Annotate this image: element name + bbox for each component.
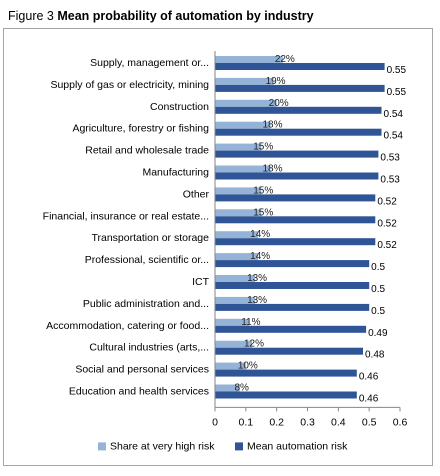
- x-tick-label: 0.6: [393, 416, 408, 428]
- legend-label-mean-risk: Mean automation risk: [247, 440, 348, 452]
- category-label: Professional, scientific or...: [85, 254, 209, 266]
- category-label: Other: [183, 188, 210, 200]
- data-label-share: 13%: [247, 295, 267, 306]
- data-label-share: 18%: [262, 164, 282, 175]
- data-label-mean: 0.54: [384, 109, 404, 120]
- bar-mean-risk: [215, 194, 376, 202]
- category-label: Supply, management or...: [90, 57, 209, 69]
- x-tick-label: 0.4: [331, 416, 346, 428]
- bar-mean-risk: [215, 238, 376, 246]
- bar-mean-risk: [215, 325, 367, 333]
- x-tick-label: 0.5: [362, 416, 377, 428]
- category-label: Manufacturing: [142, 167, 209, 179]
- chart-frame: [3, 28, 433, 466]
- bar-mean-risk: [215, 63, 385, 70]
- category-label: ICT: [192, 276, 210, 288]
- x-tick-label: 0: [212, 416, 218, 428]
- data-label-share: 22%: [275, 54, 295, 65]
- bar-share-high-risk: [215, 77, 274, 85]
- figure-title-text: Mean probability of automation by indust…: [57, 9, 314, 23]
- category-label: Social and personal services: [75, 364, 209, 376]
- legend-label-share-high-risk: Share at very high risk: [110, 440, 215, 452]
- bar-share-high-risk: [215, 209, 262, 217]
- category-label: Accommodation, catering or food...: [46, 320, 209, 332]
- bar-share-high-risk: [215, 296, 256, 304]
- x-tick-label: 0.3: [300, 416, 315, 428]
- data-label-share: 10%: [238, 361, 258, 372]
- data-label-share: 15%: [253, 142, 273, 153]
- bar-mean-risk: [215, 303, 370, 311]
- bar-share-high-risk: [215, 56, 283, 63]
- category-label: Financial, insurance or real estate...: [43, 210, 209, 222]
- data-label-mean: 0.52: [377, 218, 397, 229]
- data-label-share: 13%: [247, 273, 267, 284]
- data-label-share: 18%: [262, 120, 282, 131]
- bar-share-high-risk: [215, 362, 246, 370]
- data-label-share: 15%: [253, 207, 273, 218]
- data-label-mean: 0.46: [359, 394, 379, 405]
- bar-share-high-risk: [215, 384, 240, 392]
- bar-mean-risk: [215, 128, 382, 136]
- bar-mean-risk: [215, 172, 379, 180]
- category-label: Public administration and...: [83, 298, 209, 310]
- category-label: Agriculture, forestry or fishing: [72, 123, 209, 135]
- data-label-share: 12%: [244, 339, 264, 350]
- bar-mean-risk: [215, 282, 370, 289]
- bar-mean-risk: [215, 106, 382, 114]
- x-tick-label: 0.1: [239, 416, 254, 428]
- data-label-mean: 0.55: [387, 65, 407, 76]
- data-label-mean: 0.5: [371, 262, 385, 273]
- legend-swatch-share-high-risk: [98, 442, 106, 451]
- data-label-mean: 0.46: [359, 372, 379, 383]
- figure-label: Figure 3: [8, 9, 54, 23]
- bar-share-high-risk: [215, 318, 249, 326]
- bar-mean-risk: [215, 216, 376, 224]
- data-label-mean: 0.52: [377, 240, 397, 251]
- legend-swatch-mean-risk: [235, 442, 243, 451]
- data-label-share: 11%: [241, 317, 260, 328]
- data-label-share: 15%: [253, 185, 273, 196]
- bar-share-high-risk: [215, 99, 277, 107]
- category-label: Education and health services: [69, 386, 209, 398]
- data-label-mean: 0.48: [365, 350, 385, 361]
- bar-mean-risk: [215, 150, 379, 158]
- x-tick-label: 0.2: [269, 416, 284, 428]
- data-label-mean: 0.49: [368, 328, 388, 339]
- figure-title: Figure 3 Mean probability of automation …: [8, 9, 314, 23]
- data-label-mean: 0.53: [380, 153, 400, 164]
- bar-mean-risk: [215, 391, 357, 399]
- bar-mean-risk: [215, 369, 357, 377]
- bar-share-high-risk: [215, 340, 252, 348]
- data-label-mean: 0.53: [380, 175, 400, 186]
- data-label-mean: 0.54: [384, 131, 404, 142]
- data-label-share: 8%: [234, 383, 249, 394]
- bar-share-high-risk: [215, 253, 259, 261]
- category-label: Cultural industries (arts,...: [89, 342, 209, 354]
- data-label-mean: 0.52: [377, 196, 397, 207]
- bar-share-high-risk: [215, 187, 262, 195]
- category-label: Retail and wholesale trade: [85, 145, 209, 157]
- data-label-share: 19%: [266, 76, 286, 87]
- bar-share-high-risk: [215, 275, 256, 282]
- data-label-mean: 0.5: [371, 306, 385, 317]
- data-label-mean: 0.5: [371, 284, 385, 295]
- bar-mean-risk: [215, 260, 370, 268]
- bar-share-high-risk: [215, 143, 262, 151]
- data-label-mean: 0.55: [387, 87, 407, 98]
- category-label: Construction: [150, 101, 209, 113]
- category-label: Transportation or storage: [91, 232, 209, 244]
- bar-mean-risk: [215, 347, 363, 355]
- bar-share-high-risk: [215, 121, 271, 129]
- category-label: Supply of gas or electricity, mining: [50, 79, 209, 91]
- data-label-share: 14%: [250, 251, 270, 262]
- bar-mean-risk: [215, 84, 385, 92]
- bar-share-high-risk: [215, 165, 271, 173]
- data-label-share: 20%: [269, 98, 289, 109]
- data-label-share: 14%: [250, 229, 270, 240]
- bar-share-high-risk: [215, 231, 259, 239]
